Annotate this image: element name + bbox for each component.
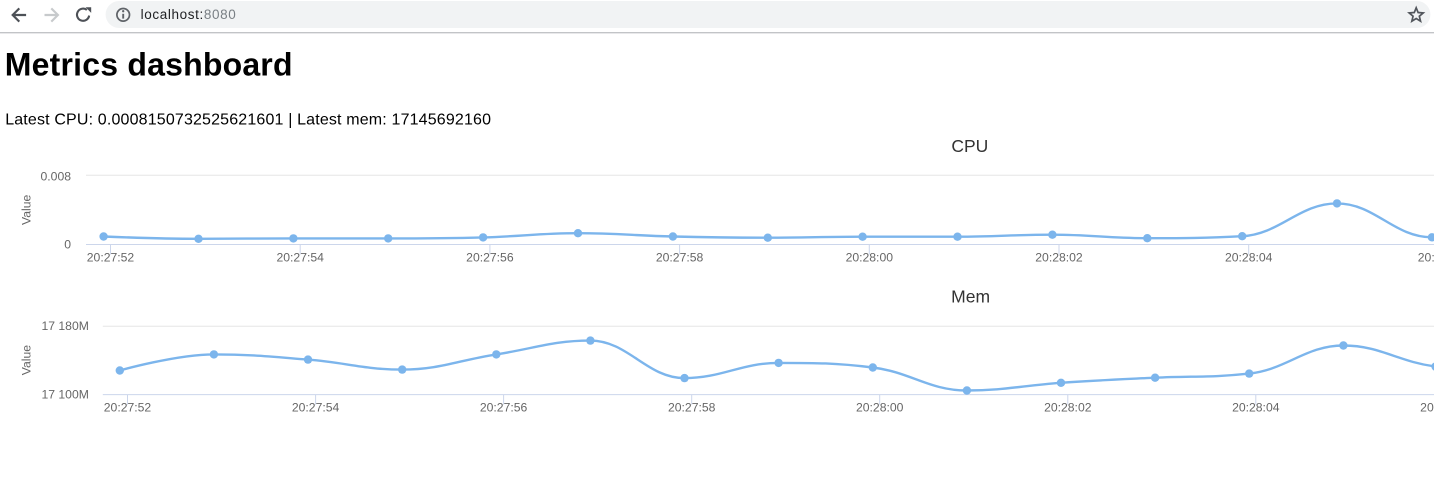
svg-text:Mem: Mem (951, 286, 990, 306)
svg-text:20:27:54: 20:27:54 (276, 250, 324, 264)
svg-text:17 180M: 17 180M (41, 319, 88, 333)
svg-text:localhost:8080: localhost:8080 (141, 7, 237, 22)
svg-text:20:28:06: 20:28:06 (1420, 400, 1434, 414)
svg-text:20:28:04: 20:28:04 (1232, 400, 1280, 414)
svg-text:20:28:00: 20:28:00 (856, 400, 904, 414)
svg-text:20:27:56: 20:27:56 (480, 400, 528, 414)
svg-text:Value: Value (19, 194, 33, 224)
svg-text:17 100M: 17 100M (41, 387, 88, 401)
svg-text:20:27:58: 20:27:58 (656, 250, 704, 264)
svg-text:20:27:56: 20:27:56 (466, 250, 514, 264)
svg-text:20:27:52: 20:27:52 (87, 250, 135, 264)
svg-text:20:27:54: 20:27:54 (292, 400, 340, 414)
svg-text:20:28:06: 20:28:06 (1418, 250, 1434, 264)
svg-text:20:28:02: 20:28:02 (1044, 400, 1092, 414)
svg-text:Latest CPU: 0.0008150732525621: Latest CPU: 0.0008150732525621601 | Late… (5, 112, 491, 129)
svg-text:CPU: CPU (951, 136, 988, 156)
svg-text:0.008: 0.008 (41, 169, 72, 183)
svg-text:20:28:00: 20:28:00 (846, 250, 894, 264)
svg-text:20:28:04: 20:28:04 (1225, 250, 1273, 264)
svg-text:20:28:02: 20:28:02 (1035, 250, 1083, 264)
svg-text:20:27:58: 20:27:58 (668, 400, 716, 414)
svg-text:0: 0 (64, 238, 71, 252)
svg-text:Metrics dashboard: Metrics dashboard (5, 47, 293, 83)
svg-text:20:27:52: 20:27:52 (104, 400, 152, 414)
svg-text:Value: Value (19, 345, 33, 375)
